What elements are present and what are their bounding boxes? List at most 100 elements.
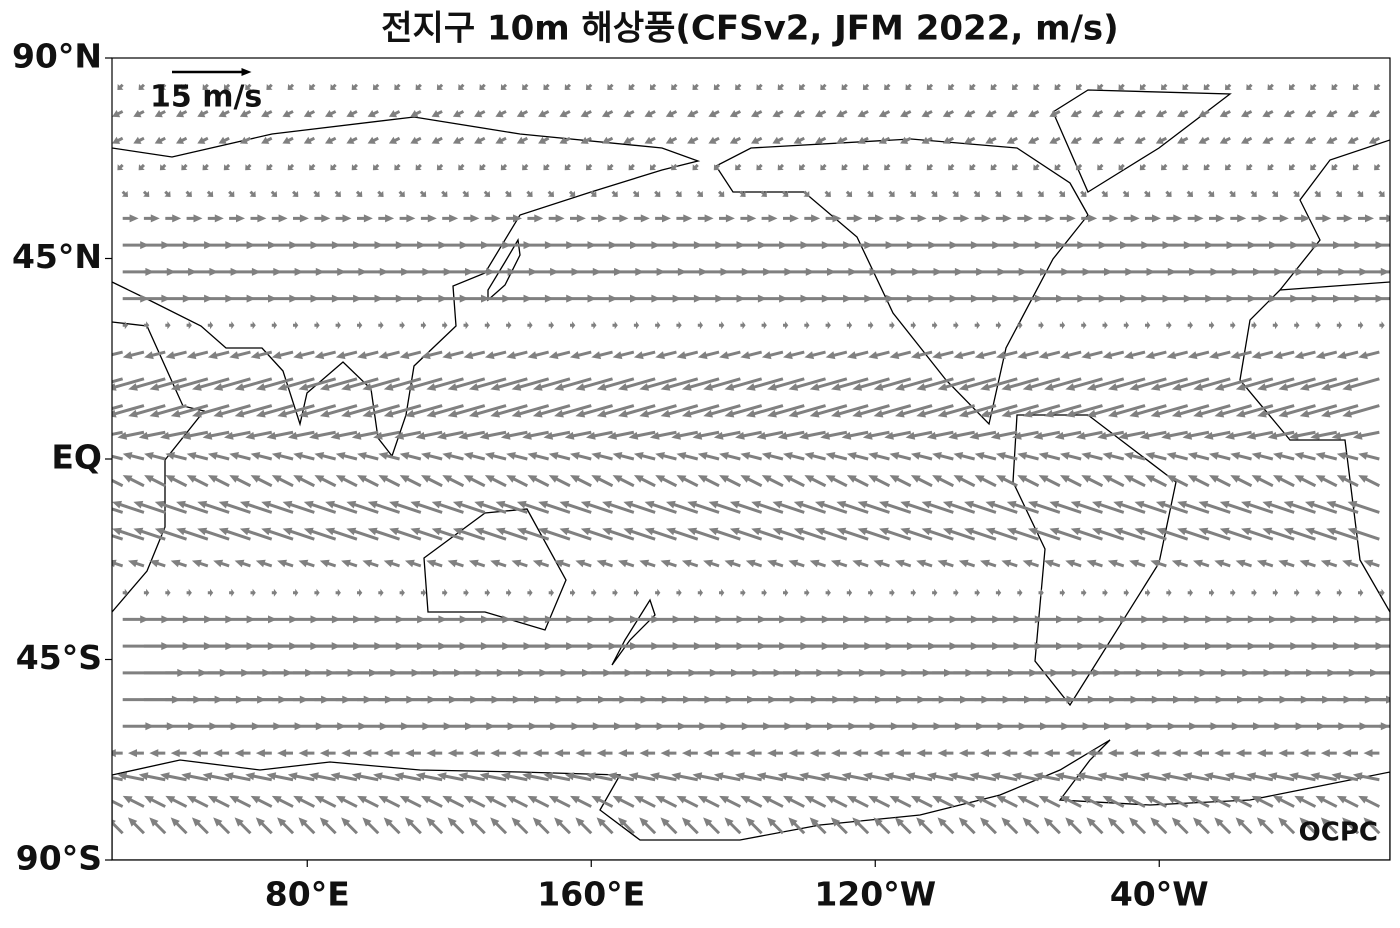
wind-arrow: [314, 588, 320, 597]
wind-arrow: [1241, 527, 1274, 541]
wind-arrow: [1017, 350, 1039, 360]
wind-arrow: [452, 136, 465, 144]
wind-arrow: [142, 190, 150, 197]
wind-arrow: [623, 110, 635, 118]
wind-arrow: [1288, 163, 1296, 171]
wind-arrow: [868, 267, 900, 276]
wind-arrow: [1363, 559, 1380, 568]
wind-arrow: [420, 214, 437, 223]
wind-arrow: [143, 241, 171, 250]
wind-arrow: [1081, 214, 1098, 223]
wind-arrow: [1006, 136, 1018, 144]
wind-arrow: [426, 817, 444, 835]
wind-arrow: [740, 615, 767, 624]
wind-arrow: [1198, 527, 1231, 541]
wind-arrow: [122, 350, 145, 360]
wind-arrow: [165, 475, 188, 488]
wind-arrow: [889, 452, 912, 461]
wind-arrow: [112, 404, 124, 411]
wind-arrow: [548, 294, 576, 303]
wind-arrow: [825, 294, 853, 303]
wind-arrow: [868, 475, 891, 488]
north-america: [715, 138, 1089, 426]
wind-arrow: [229, 321, 235, 330]
wind-arrow: [980, 404, 1018, 418]
wind-arrow: [1129, 404, 1167, 418]
wind-arrow: [500, 163, 508, 171]
wind-arrow: [910, 722, 943, 731]
wind-arrow: [607, 772, 635, 782]
wind-arrow: [649, 772, 677, 782]
wind-arrow: [1251, 350, 1274, 360]
wind-arrow: [909, 190, 916, 197]
wind-arrow: [633, 588, 640, 597]
wind-arrow: [852, 559, 869, 568]
wind-arrow: [213, 559, 230, 568]
wind-arrow: [197, 110, 209, 118]
wind-arrow: [319, 817, 337, 835]
wind-arrow: [995, 294, 1023, 303]
wind-arrow: [383, 559, 400, 568]
wind-arrow: [751, 500, 784, 514]
wind-arrow: [1123, 452, 1146, 461]
wind-arrow: [1054, 83, 1061, 90]
wind-arrow: [783, 321, 789, 330]
wind-arrow: [287, 430, 315, 440]
wind-arrow: [570, 350, 592, 360]
wind-arrow: [985, 500, 1018, 514]
wind-arrow: [442, 615, 469, 624]
map-title: 전지구 10m 해상풍(CFSv2, JFM 2022, m/s): [381, 9, 1118, 49]
wind-arrow: [1251, 267, 1284, 276]
wind-arrow: [846, 452, 869, 461]
wind-arrow: [932, 795, 954, 808]
wind-arrow: [186, 588, 192, 597]
wind-arrow: [996, 795, 1018, 808]
wind-arrow: [143, 722, 176, 731]
wind-arrow: [932, 615, 959, 624]
wind-arrow: [1342, 817, 1360, 835]
wind-arrow: [591, 795, 614, 808]
wind-arrow: [1187, 722, 1220, 731]
wind-arrow: [740, 294, 767, 303]
wind-arrow: [207, 294, 235, 303]
wind-arrow: [958, 377, 997, 391]
wind-arrow: [186, 267, 219, 276]
wind-arrow: [431, 500, 464, 514]
wind-arrow: [170, 559, 187, 568]
wind-arrow: [591, 615, 618, 624]
wind-arrow: [1038, 795, 1061, 808]
wind-arrow: [479, 163, 486, 171]
wind-arrow: [996, 350, 1018, 360]
wind-arrow: [355, 190, 363, 197]
wind-arrow: [724, 817, 742, 835]
wind-arrow: [314, 214, 331, 223]
wind-arrow: [394, 772, 422, 782]
wind-arrow: [398, 190, 405, 197]
wind-arrow: [729, 136, 741, 144]
wind-arrow: [1102, 267, 1135, 276]
wind-arrow: [442, 294, 469, 303]
plot-frame: [111, 57, 1391, 861]
wind-arrow: [1230, 452, 1252, 461]
wind-arrow: [628, 83, 635, 90]
wind-arrow: [1171, 559, 1189, 568]
wind-arrow: [1241, 136, 1253, 144]
wind-arrow: [1171, 817, 1189, 835]
wind-arrow: [783, 615, 810, 624]
wind-arrow: [1060, 350, 1082, 360]
wind-arrow: [591, 722, 623, 731]
wind-arrow: [277, 749, 293, 758]
wind-arrow: [884, 772, 911, 782]
wind-arrow: [206, 190, 214, 197]
wind-arrow: [1225, 83, 1232, 90]
wind-arrow: [1230, 722, 1262, 731]
wind-arrow: [463, 452, 486, 461]
wind-arrow: [570, 795, 592, 808]
wind-arrow: [490, 559, 507, 568]
wind-arrow: [964, 527, 997, 541]
wind-arrow: [777, 163, 784, 171]
wind-arrow: [516, 500, 550, 514]
wind-arrow: [1059, 722, 1092, 731]
wind-arrow: [357, 615, 384, 624]
wind-arrow: [995, 615, 1023, 624]
